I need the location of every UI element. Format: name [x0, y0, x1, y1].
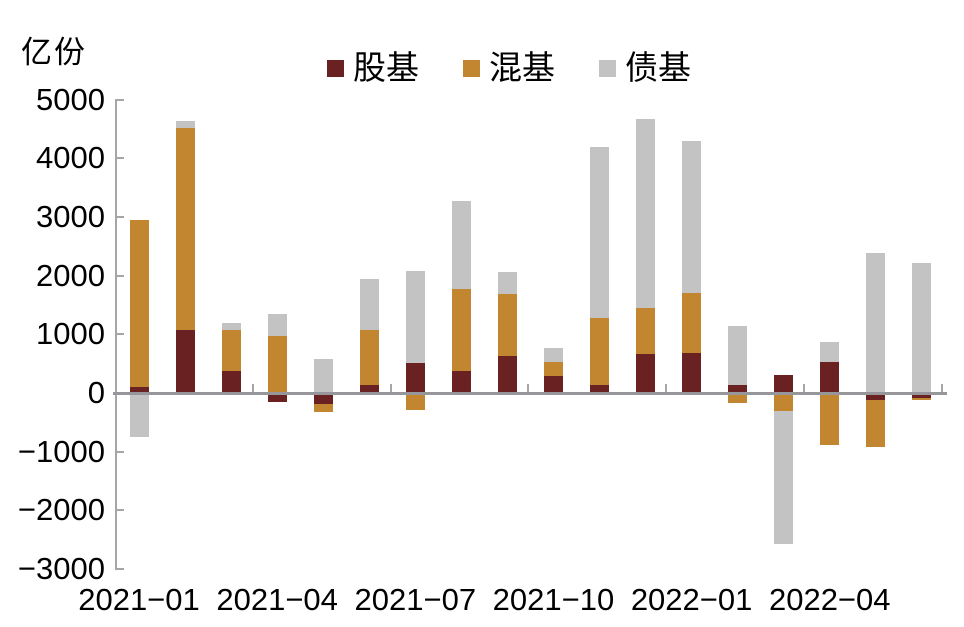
- y-axis-tick: [115, 568, 124, 570]
- bar-segment-bond: [405, 270, 425, 364]
- bar-segment-stock: [129, 386, 149, 393]
- x-axis-tick-label: 2022−01: [630, 582, 753, 617]
- x-axis-tick: [389, 384, 392, 394]
- bar-segment-mixed: [129, 219, 149, 387]
- bar-segment-mixed: [313, 404, 333, 413]
- bar-segment-stock: [359, 384, 379, 393]
- bar-segment-bond: [359, 278, 379, 331]
- bar-segment-stock: [866, 393, 886, 400]
- y-axis-tick-label: 0: [87, 375, 105, 410]
- bar-segment-stock: [636, 353, 656, 393]
- legend-item-stock-funds: 股基: [327, 50, 419, 86]
- bar-segment-bond: [912, 263, 932, 393]
- bar-segment-mixed: [497, 294, 517, 357]
- bar-segment-bond: [590, 146, 609, 318]
- mixed-funds-swatch-icon: [463, 59, 480, 77]
- y-axis-tick: [115, 450, 124, 453]
- bar-segment-mixed: [543, 362, 563, 377]
- bar-segment-mixed: [405, 393, 425, 410]
- bar-segment-stock: [543, 376, 563, 393]
- y-axis-tick-label: −2000: [17, 492, 105, 528]
- legend-item-bond-funds: 债基: [599, 50, 691, 86]
- bar-segment-mixed: [866, 399, 886, 447]
- bar-segment-stock: [912, 393, 932, 398]
- bar-segment-stock: [175, 330, 195, 393]
- bar-segment-stock: [590, 385, 609, 393]
- bar-segment-bond: [866, 252, 886, 393]
- bar-segment-mixed: [682, 292, 702, 353]
- y-axis-unit-label: 亿份: [21, 35, 87, 70]
- bar-segment-stock: [405, 363, 425, 393]
- y-axis-tick: [115, 333, 124, 336]
- bar-segment-mixed: [774, 393, 794, 412]
- x-axis-tick-label: 2021−10: [492, 582, 615, 617]
- bar-segment-stock: [451, 371, 471, 393]
- bar-segment-stock: [267, 393, 287, 402]
- bar-segment-bond: [267, 314, 287, 337]
- legend-label: 股基: [353, 49, 419, 86]
- legend-label: 混基: [489, 49, 555, 86]
- bar-segment-mixed: [590, 317, 609, 386]
- x-axis-tick-label: 2021−07: [354, 582, 477, 617]
- y-axis-tick-label: 2000: [36, 257, 105, 293]
- x-axis-tick: [803, 384, 805, 394]
- y-axis-tick-label: 4000: [36, 140, 105, 176]
- y-axis-tick-label: 1000: [36, 316, 105, 352]
- y-axis-tick: [115, 215, 124, 218]
- bar-segment-stock: [221, 371, 241, 393]
- bar-segment-mixed: [636, 307, 656, 354]
- stock-funds-swatch-icon: [327, 59, 344, 77]
- bar-segment-bond: [497, 271, 517, 295]
- y-axis-tick: [115, 509, 124, 512]
- bond-funds-swatch-icon: [599, 59, 616, 77]
- bar-segment-bond: [636, 118, 656, 308]
- bar-segment-mixed: [912, 397, 932, 401]
- bar-segment-mixed: [820, 393, 840, 445]
- bar-segment-stock: [728, 384, 748, 393]
- x-axis-tick: [251, 384, 254, 394]
- x-axis-zero-line: [113, 391, 947, 395]
- x-axis-tick: [527, 384, 530, 394]
- bar-segment-bond: [129, 393, 149, 437]
- legend-item-mixed-funds: 混基: [463, 50, 555, 86]
- bar-segment-mixed: [728, 393, 748, 403]
- y-axis-tick-label: −1000: [17, 433, 105, 469]
- x-axis-tick-label: 2022−04: [768, 582, 891, 617]
- bar-segment-bond: [313, 358, 333, 393]
- y-axis-tick-label: 5000: [36, 81, 105, 117]
- bar-segment-mixed: [359, 330, 379, 385]
- y-axis-tick: [115, 274, 124, 277]
- bar-segment-bond: [820, 341, 840, 363]
- y-axis-tick-label: 3000: [36, 198, 105, 234]
- chart-legend: 股基 混基 债基: [54, 50, 964, 86]
- bar-segment-stock: [497, 356, 517, 393]
- legend-label: 债基: [625, 49, 691, 86]
- x-axis-tick-label: 2021−01: [78, 582, 200, 617]
- y-axis-tick: [115, 98, 124, 101]
- y-axis-tick: [115, 157, 124, 160]
- bar-segment-bond: [451, 201, 471, 289]
- bar-segment-bond: [682, 141, 702, 293]
- bar-segment-mixed: [221, 330, 241, 372]
- bar-segment-stock: [774, 374, 794, 393]
- bar-segment-stock: [820, 362, 840, 393]
- y-axis-tick-label: −3000: [17, 551, 105, 586]
- bar-segment-bond: [175, 120, 195, 129]
- bar-segment-stock: [313, 393, 333, 405]
- bar-segment-bond: [774, 411, 794, 545]
- x-axis-tick-label: 2021−04: [216, 582, 338, 617]
- x-axis-tick: [940, 384, 943, 394]
- bar-segment-mixed: [451, 288, 471, 372]
- bar-segment-mixed: [267, 336, 287, 393]
- x-axis-tick: [665, 384, 668, 394]
- bar-segment-stock: [682, 352, 702, 393]
- bar-segment-bond: [543, 348, 563, 363]
- bar-segment-bond: [221, 322, 241, 331]
- bar-segment-mixed: [175, 128, 195, 331]
- bar-segment-bond: [728, 326, 748, 385]
